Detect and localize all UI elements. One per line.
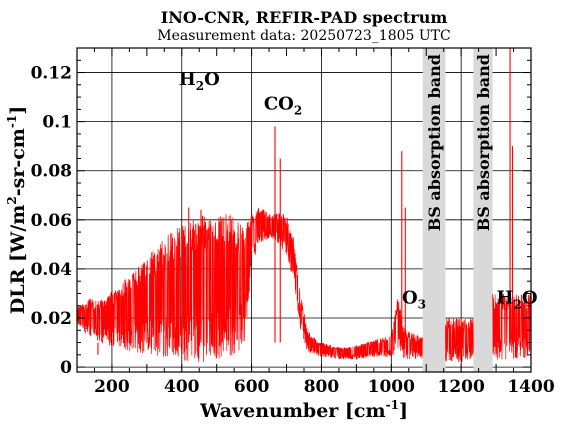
x-axis-label-sup: -1 <box>386 398 399 412</box>
x-tick-label: 1200 <box>437 377 484 397</box>
y-axis-label-p2: -sr-cm <box>7 128 29 196</box>
band-label: BS absorption band <box>425 54 444 231</box>
molecule-label: H2O <box>179 69 220 93</box>
molecule-label-tail: O <box>204 69 220 90</box>
molecule-label-base: O <box>402 287 418 308</box>
molecule-label-sub: 2 <box>196 79 204 93</box>
x-tick-label: 1400 <box>507 377 554 397</box>
y-tick-label: 0 <box>60 358 72 378</box>
spectrum-line-segment <box>492 293 531 360</box>
y-axis-label-p3: ] <box>7 106 29 115</box>
plot-area: BS absorption band BS absorption bandH2OC… <box>31 47 555 397</box>
band-label: BS absorption band <box>474 54 493 231</box>
molecule-label-base: CO <box>264 93 294 114</box>
x-tick-label: 600 <box>234 377 270 397</box>
y-tick-label: 0.02 <box>31 309 72 329</box>
y-tick-label: 0.06 <box>31 211 72 231</box>
chart-subtitle: Measurement data: 20250723_1805 UTC <box>157 28 450 44</box>
absorption-band <box>473 48 493 372</box>
y-axis-label-sup1: 2 <box>5 196 19 204</box>
x-tick-label: 800 <box>304 377 340 397</box>
spectrum-line-segment <box>445 318 474 363</box>
molecule-label-base: H <box>496 287 513 308</box>
y-axis-label-sup2: -1 <box>5 115 19 128</box>
x-axis-label: Wavenumber [cm-1] <box>199 398 408 422</box>
molecule-label-base: H <box>179 69 196 90</box>
molecule-label-tail: O <box>522 287 538 308</box>
x-tick-label: 200 <box>94 377 130 397</box>
molecule-label: H2O <box>496 287 537 311</box>
molecule-label-sub: 2 <box>294 103 302 117</box>
molecule-label: O3 <box>402 287 426 311</box>
x-axis-label-main: Wavenumber [cm <box>199 400 386 422</box>
y-axis-label: DLR [W/m2-sr-cm-1] <box>5 106 29 314</box>
x-tick-label: 1000 <box>368 377 415 397</box>
spectrum-line-segment <box>77 207 423 363</box>
y-tick-label: 0.08 <box>31 162 72 182</box>
absorption-band <box>422 48 446 372</box>
molecule-label-sub: 3 <box>418 297 426 311</box>
chart-title: INO-CNR, REFIR-PAD spectrum <box>161 8 448 27</box>
x-axis-label-end: ] <box>399 400 408 422</box>
x-tick-label: 400 <box>164 377 200 397</box>
y-tick-label: 0.12 <box>31 64 72 84</box>
molecule-label-sub: 2 <box>514 297 522 311</box>
molecule-label: CO2 <box>264 93 302 117</box>
y-tick-label: 0.04 <box>31 260 73 280</box>
y-axis-label-p1: DLR [W/m <box>7 205 29 315</box>
y-tick-label: 0.1 <box>42 113 72 133</box>
